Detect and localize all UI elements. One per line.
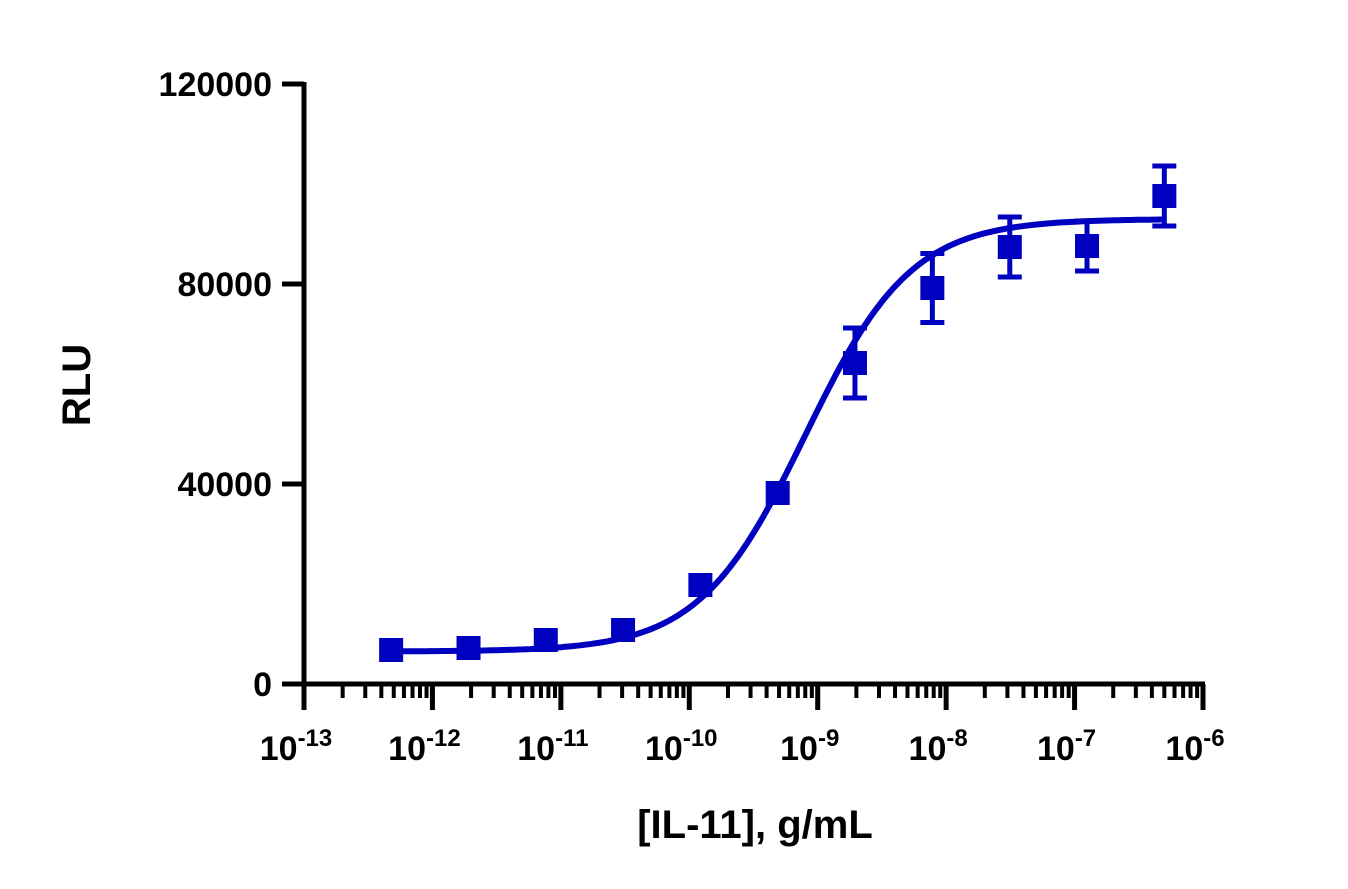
data-point [456, 636, 481, 660]
x-tick-label: 10-11 [517, 725, 588, 768]
fit-curve [391, 216, 1165, 655]
x-tick-label: 10-12 [388, 725, 461, 768]
data-point [688, 573, 713, 597]
y-tick-label: 40000 [177, 466, 272, 504]
x-tick-label: 10-13 [260, 725, 333, 768]
x-tick-label: 10-9 [780, 725, 839, 768]
x-tick-label: 10-6 [1165, 725, 1224, 768]
data-point [1152, 184, 1177, 208]
x-axis-title: [IL-11], g/mL [637, 803, 873, 847]
x-tick-label: 10-10 [645, 725, 718, 768]
y-tick-label: 120000 [159, 66, 272, 104]
data-point [1075, 234, 1100, 258]
y-axis-title: RLU [55, 344, 99, 426]
x-tick-label: 10-8 [909, 725, 968, 768]
y-tick-label: 0 [253, 666, 272, 704]
data-point [765, 481, 790, 505]
data-point [842, 351, 867, 375]
data-point [920, 276, 945, 300]
data-point [997, 235, 1022, 259]
x-tick-label: 10-7 [1037, 725, 1096, 768]
data-point [379, 638, 404, 662]
data-point [611, 618, 636, 642]
y-tick-label: 80000 [177, 266, 272, 304]
data-point [533, 628, 558, 652]
